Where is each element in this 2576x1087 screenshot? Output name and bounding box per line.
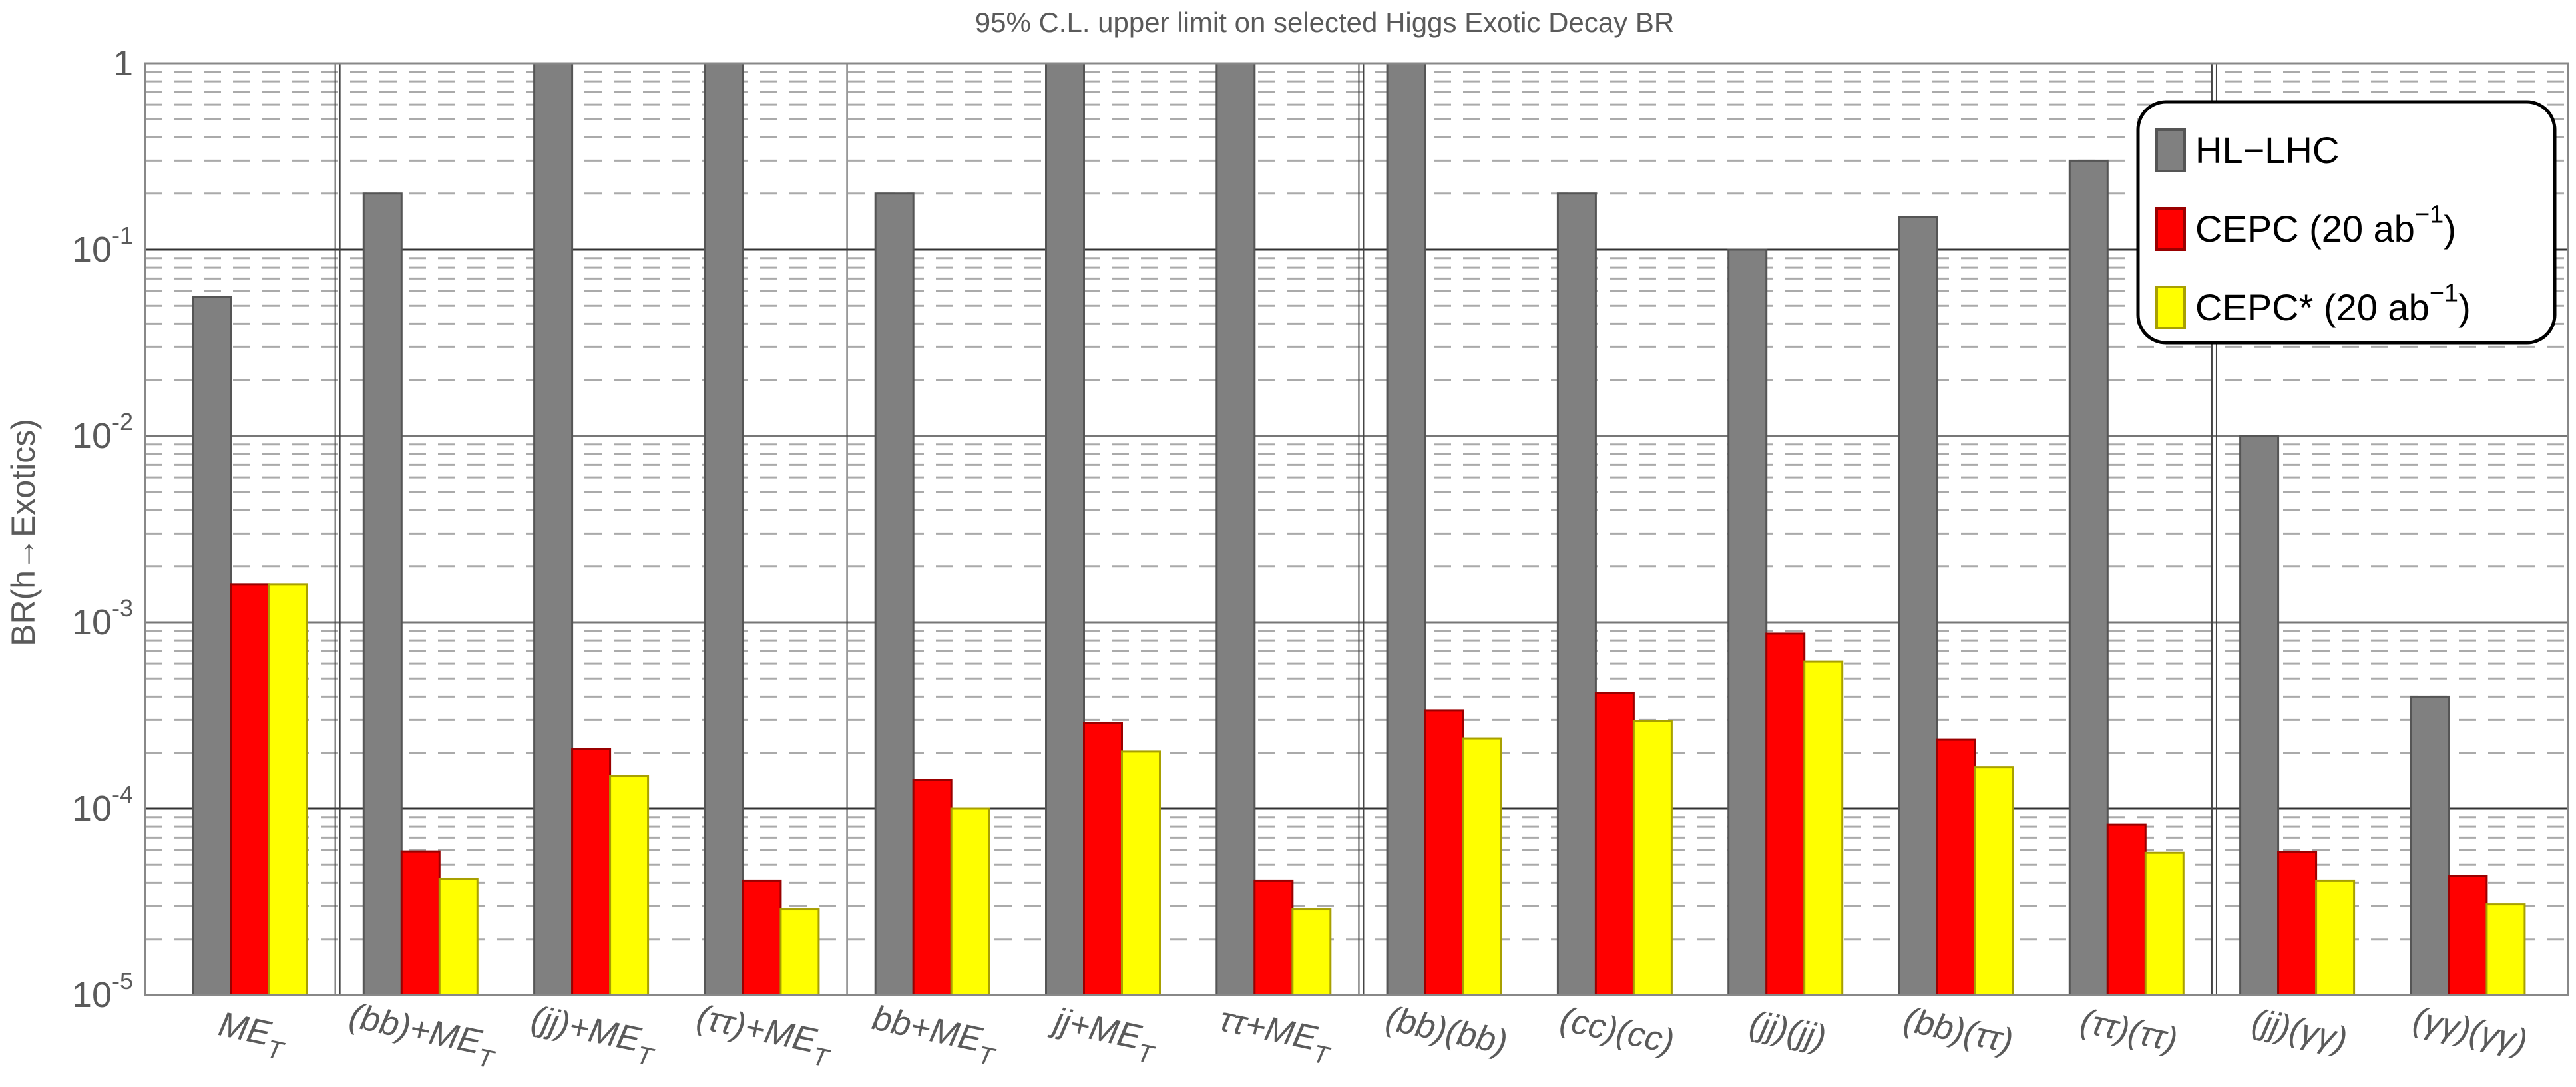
bar-cepc-star bbox=[609, 775, 650, 996]
bar-cepc-star bbox=[2315, 879, 2356, 996]
chart-title: 95% C.L. upper limit on selected Higgs E… bbox=[975, 7, 1674, 38]
bar-hl-lhc bbox=[2239, 435, 2280, 996]
bar-hl-lhc bbox=[1386, 62, 1426, 996]
bar-hl-lhc bbox=[1727, 248, 1768, 996]
x-tick-label: (ττ)+MET​ bbox=[692, 998, 837, 1074]
bar-hl-lhc bbox=[1045, 62, 1085, 996]
x-tick-label: jj+MET​ bbox=[1045, 1000, 1162, 1070]
x-tick-label: (ττ)(ττ) bbox=[2077, 1002, 2181, 1060]
bar-cepc-star bbox=[1803, 660, 1844, 996]
bar-cepc-star bbox=[1291, 908, 1332, 996]
x-tick-label: (γγ)(γγ) bbox=[2410, 1000, 2531, 1062]
legend-swatch bbox=[2155, 207, 2186, 251]
x-tick-label: bb+MET​ bbox=[867, 998, 1002, 1072]
bar-cepc-star bbox=[438, 877, 479, 996]
bar-cepc bbox=[1936, 738, 1976, 996]
bar-cepc bbox=[230, 583, 270, 996]
bar-cepc-star bbox=[268, 583, 308, 996]
bar-cepc bbox=[571, 748, 612, 996]
bar-hl-lhc bbox=[1215, 62, 1256, 996]
bar-cepc-star bbox=[1632, 720, 1673, 996]
x-tick-label: (bb)(ττ) bbox=[1900, 1000, 2016, 1061]
bar-hl-lhc bbox=[874, 192, 915, 996]
legend-label: HL−LHC bbox=[2195, 129, 2339, 171]
bar-cepc-star bbox=[779, 908, 820, 996]
bar-cepc-star bbox=[1121, 750, 1161, 996]
legend-box bbox=[2136, 100, 2557, 345]
bar-hl-lhc bbox=[192, 296, 232, 996]
bar-hl-lhc bbox=[2410, 695, 2450, 996]
bar-cepc bbox=[912, 779, 953, 996]
bar-cepc-star bbox=[1974, 766, 2014, 996]
bar-cepc-star bbox=[950, 807, 990, 996]
y-tick-label: 10-2​ bbox=[72, 408, 133, 456]
y-tick-label: 10-5​ bbox=[72, 967, 133, 1015]
bar-hl-lhc bbox=[2068, 159, 2109, 996]
y-axis-label: BR(h→Exotics) bbox=[5, 419, 42, 646]
x-tick-label: (jj)+MET​ bbox=[526, 998, 661, 1072]
x-tick-label: (jj)(γγ) bbox=[2249, 1002, 2350, 1060]
bar-cepc bbox=[1083, 722, 1123, 996]
y-tick-label: 1 bbox=[113, 43, 133, 83]
bar-cepc bbox=[2448, 875, 2488, 996]
bar-hl-lhc bbox=[362, 192, 403, 996]
legend-swatch bbox=[2155, 286, 2186, 329]
x-tick-label: (jj)(jj) bbox=[1746, 1004, 1829, 1058]
bar-cepc bbox=[400, 850, 441, 996]
bar-hl-lhc bbox=[1556, 192, 1597, 996]
bar-cepc-star bbox=[2144, 851, 2185, 996]
y-tick-label: 10-4​ bbox=[72, 781, 133, 829]
legend: HL−LHC CEPC (20 ab−1​) CEPC* (20 ab−1​) bbox=[2136, 100, 2557, 345]
bar-cepc bbox=[1594, 692, 1635, 996]
plot-frame bbox=[144, 62, 2569, 996]
x-tick-label: (bb)+MET​ bbox=[344, 996, 502, 1075]
bar-hl-lhc bbox=[533, 62, 574, 996]
bar-hl-lhc bbox=[704, 62, 744, 996]
bar-cepc bbox=[1253, 879, 1294, 996]
legend-swatch bbox=[2155, 128, 2186, 172]
bar-cepc bbox=[1765, 632, 1806, 996]
x-tick-label: (cc)(cc) bbox=[1557, 1000, 1678, 1062]
bar-hl-lhc bbox=[1898, 216, 1938, 996]
x-tick-labels: MET​ (bb)+MET​ (jj)+MET​ (ττ)+MET​ bb+MET​ jj… bbox=[214, 996, 2531, 1075]
bar-cepc bbox=[2106, 823, 2147, 996]
legend-label: CEPC (20 ab−1​) bbox=[2195, 201, 2456, 250]
x-tick-label: MET​ bbox=[214, 1004, 292, 1066]
bar-cepc-star bbox=[2485, 903, 2526, 996]
y-tick-label: 10-1​ bbox=[72, 222, 133, 270]
y-tick-label: 10-3​ bbox=[72, 594, 133, 642]
x-tick-label: (bb)(bb) bbox=[1383, 999, 1511, 1062]
x-tick-label: ττ+MET​ bbox=[1214, 1000, 1337, 1071]
legend-label: CEPC* (20 ab−1​) bbox=[2195, 280, 2471, 329]
y-tick-labels: 1 10-1​ 10-2​ 10-3​ 10-4​ 10-5​ bbox=[72, 43, 133, 1015]
bar-cepc bbox=[742, 879, 782, 996]
bar-cepc bbox=[2277, 851, 2318, 996]
bar-cepc-star bbox=[1462, 737, 1502, 996]
bar-cepc bbox=[1424, 709, 1464, 996]
